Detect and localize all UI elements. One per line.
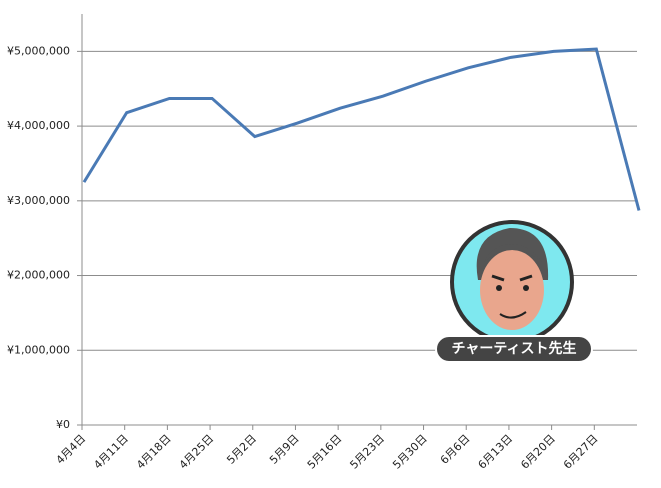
x-tick-label: 6月13日 <box>476 432 516 472</box>
x-tick-label: 5月16日 <box>305 432 345 472</box>
y-tick-label: ¥4,000,000 <box>7 119 70 132</box>
x-tick-label: 5月2日 <box>224 432 259 467</box>
x-tick-label: 5月23日 <box>347 432 387 472</box>
y-tick-label: ¥0 <box>56 418 70 431</box>
x-tick-label: 6月20日 <box>518 432 558 472</box>
badge-label: チャーティスト先生 <box>451 340 576 357</box>
avatar <box>435 220 593 363</box>
x-tick-label: 5月30日 <box>390 432 430 472</box>
x-tick-label: 4月18日 <box>134 432 174 472</box>
x-tick-label: 6月6日 <box>438 432 473 467</box>
y-tick-label: ¥5,000,000 <box>7 44 70 57</box>
y-tick-label: ¥3,000,000 <box>7 194 70 207</box>
line <box>82 47 641 211</box>
x-tick-label: 5月9日 <box>267 432 302 467</box>
y-tick-label: ¥1,000,000 <box>7 343 70 356</box>
x-tick-label: 6月27日 <box>561 432 601 472</box>
x-tick-label: 4月4日 <box>54 432 89 467</box>
x-tick-label: 4月11日 <box>91 432 131 472</box>
y-tick-label: ¥2,000,000 <box>7 269 70 282</box>
x-tick-label: 4月25日 <box>177 432 217 472</box>
